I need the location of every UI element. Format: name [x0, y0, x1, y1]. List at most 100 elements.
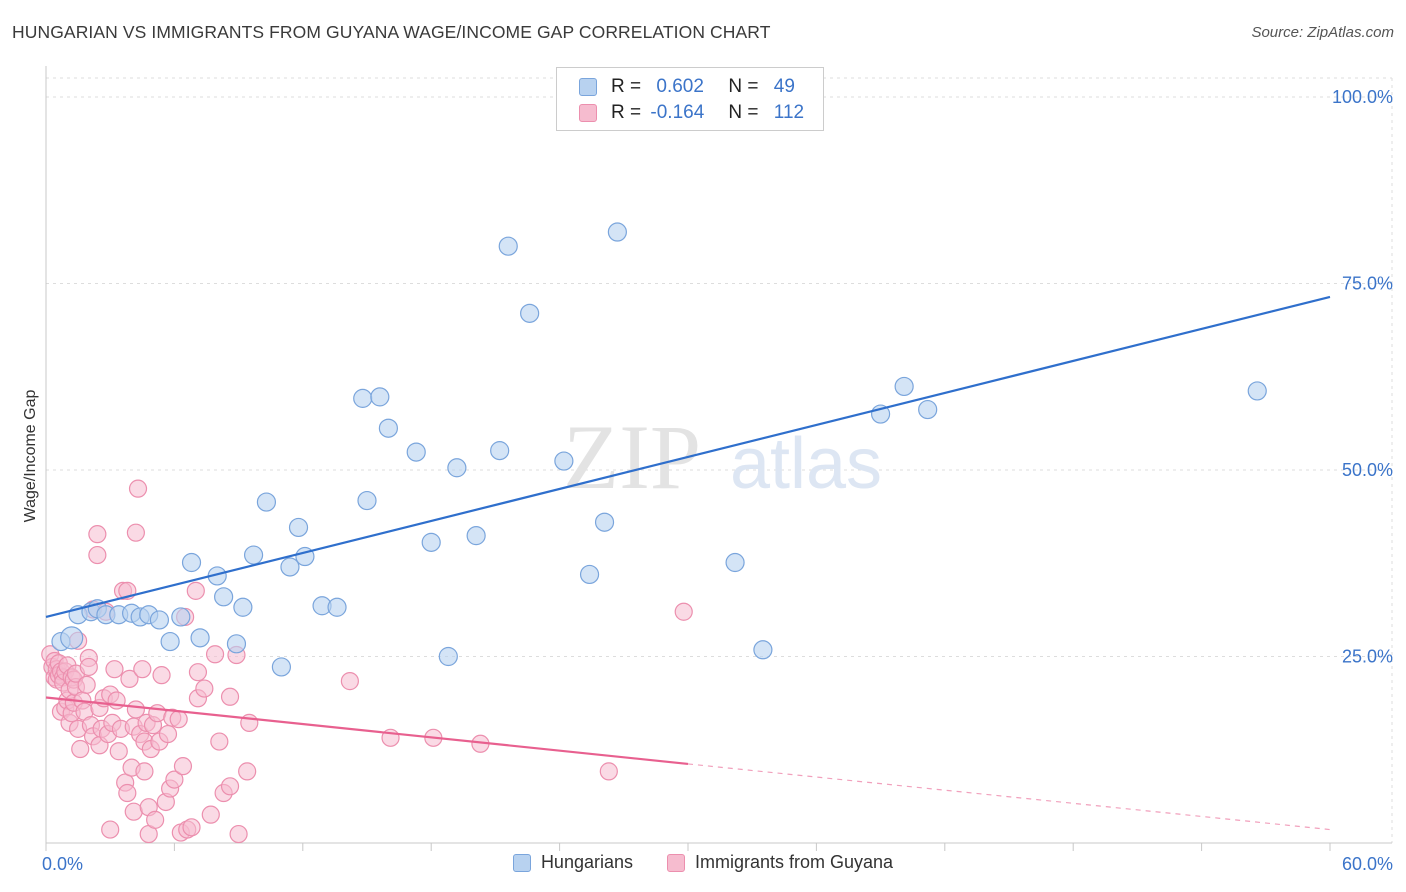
- point-guyana: [165, 770, 184, 789]
- legend-swatch-blue: [579, 78, 597, 96]
- point-guyana: [238, 762, 257, 781]
- series-guyana-points: [41, 479, 693, 844]
- point-hungarians: [579, 564, 600, 585]
- point-guyana: [109, 742, 128, 761]
- point-guyana: [152, 666, 171, 685]
- point-hungarians: [233, 597, 253, 617]
- tick-labels: 25.0% 50.0% 75.0% 100.0% 0.0% 60.0%: [42, 87, 1393, 874]
- stats-legend: R = 0.602 N = 49 R = -0.164 N = 112: [556, 67, 824, 131]
- point-guyana: [105, 660, 124, 679]
- point-hungarians: [243, 545, 264, 565]
- point-guyana: [118, 783, 137, 803]
- point-hungarians: [421, 532, 441, 552]
- watermark-atlas: atlas: [730, 424, 882, 504]
- point-guyana: [210, 732, 229, 751]
- point-guyana: [195, 679, 214, 698]
- point-guyana: [340, 672, 359, 691]
- point-hungarians: [181, 552, 202, 573]
- legend-swatch-pink: [579, 104, 597, 122]
- point-hungarians: [918, 399, 938, 420]
- gridlines: [46, 77, 1393, 843]
- point-hungarians: [357, 490, 377, 511]
- point-hungarians: [447, 458, 467, 478]
- point-hungarians: [149, 610, 170, 630]
- legend-n-value: 112: [773, 102, 805, 123]
- legend-label-hungarians: Hungarians: [540, 852, 633, 872]
- point-guyana: [124, 802, 143, 821]
- point-hungarians: [594, 512, 615, 532]
- y-tick-label: 75.0%: [1342, 274, 1393, 294]
- point-guyana: [128, 479, 148, 498]
- point-hungarians: [271, 657, 291, 677]
- point-guyana: [148, 704, 167, 723]
- legend-r-value: -0.164: [650, 102, 705, 123]
- legend-r-value: 0.602: [656, 76, 704, 97]
- legend-row-guyana: R = -0.164 N = 112: [579, 101, 804, 125]
- legend-item-hungarians[interactable]: Hungarians: [512, 852, 633, 873]
- point-hungarians: [327, 597, 347, 617]
- watermark-zip: ZIP: [563, 406, 701, 508]
- point-hungarians: [438, 646, 458, 667]
- point-hungarians: [378, 418, 398, 438]
- point-hungarians: [1247, 381, 1267, 401]
- point-guyana: [158, 724, 178, 744]
- point-hungarians: [490, 441, 510, 461]
- point-guyana: [126, 523, 145, 542]
- point-guyana: [133, 660, 152, 679]
- point-hungarians: [171, 607, 191, 627]
- y-tick-label: 50.0%: [1342, 460, 1393, 480]
- point-guyana: [674, 602, 693, 621]
- point-guyana: [120, 669, 139, 688]
- point-guyana: [88, 545, 107, 565]
- point-guyana: [220, 777, 240, 796]
- point-guyana: [71, 739, 90, 759]
- trend-line-guyana: [45, 696, 689, 766]
- y-axis-label: Wage/Income Gap: [22, 389, 39, 523]
- chart-title: HUNGARIAN VS IMMIGRANTS FROM GUYANA WAGE…: [12, 22, 771, 42]
- point-guyana: [101, 820, 120, 839]
- point-hungarians: [725, 552, 745, 573]
- point-hungarians: [60, 626, 84, 650]
- point-guyana: [186, 581, 205, 600]
- point-hungarians: [498, 236, 518, 256]
- point-guyana: [146, 810, 165, 829]
- series-hungarians-points: [51, 222, 1267, 677]
- source-credit: Source: ZipAtlas.com: [1251, 24, 1394, 41]
- legend-r-label: R =: [611, 76, 642, 97]
- point-guyana: [182, 818, 201, 837]
- point-guyana: [77, 675, 96, 694]
- legend-item-guyana[interactable]: Immigrants from Guyana: [667, 852, 893, 873]
- point-guyana: [169, 710, 188, 729]
- legend-n-label: N =: [728, 102, 759, 123]
- watermark: ZIP atlas: [563, 406, 882, 508]
- point-hungarians: [554, 451, 574, 471]
- point-hungarians: [288, 517, 309, 538]
- legend-label-guyana: Immigrants from Guyana: [695, 852, 894, 872]
- point-guyana: [79, 657, 98, 677]
- legend-swatch-blue: [512, 853, 531, 872]
- point-hungarians: [894, 376, 914, 397]
- legend-r-label: R =: [611, 102, 642, 123]
- legend-n-label: N =: [728, 76, 759, 97]
- trend-line-hungarians: [45, 295, 1331, 619]
- legend-n-value: 49: [773, 76, 795, 97]
- point-hungarians: [226, 634, 247, 654]
- axes: [45, 66, 1392, 851]
- point-guyana: [201, 805, 220, 824]
- point-hungarians: [280, 557, 300, 577]
- point-hungarians: [160, 631, 180, 652]
- point-guyana: [229, 824, 248, 844]
- y-tick-label: 100.0%: [1332, 87, 1393, 107]
- point-hungarians: [520, 303, 540, 323]
- point-hungarians: [214, 587, 234, 607]
- point-guyana: [173, 757, 193, 776]
- point-hungarians: [753, 640, 773, 660]
- trend-lines: [45, 295, 1331, 831]
- point-guyana: [599, 762, 618, 781]
- point-hungarians: [406, 442, 426, 462]
- point-hungarians: [607, 222, 627, 242]
- point-guyana: [135, 762, 154, 781]
- point-guyana: [188, 663, 208, 682]
- x-tick-label: 0.0%: [42, 854, 83, 874]
